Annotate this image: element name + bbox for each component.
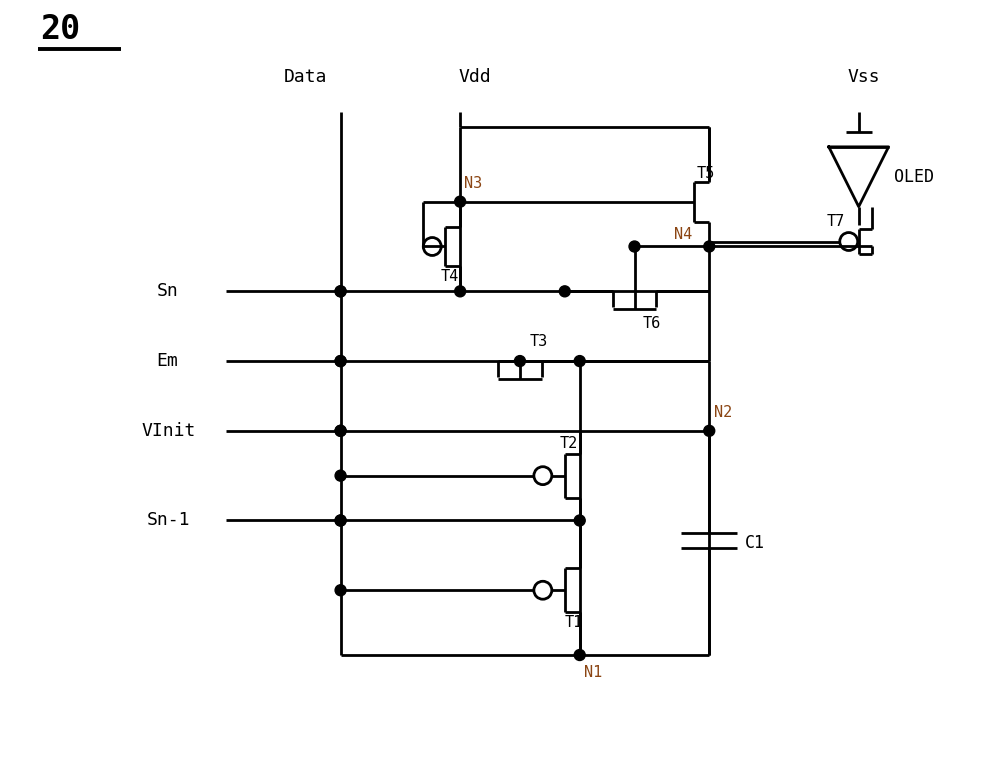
Circle shape bbox=[335, 515, 346, 526]
Circle shape bbox=[455, 286, 466, 296]
Text: T4: T4 bbox=[440, 269, 458, 284]
Text: Data: Data bbox=[284, 68, 327, 86]
Circle shape bbox=[629, 241, 640, 252]
Circle shape bbox=[574, 650, 585, 660]
Circle shape bbox=[455, 196, 466, 207]
Circle shape bbox=[574, 355, 585, 367]
Circle shape bbox=[335, 355, 346, 367]
Circle shape bbox=[335, 425, 346, 437]
Text: T6: T6 bbox=[642, 316, 661, 331]
Text: T5: T5 bbox=[696, 166, 715, 182]
Circle shape bbox=[335, 470, 346, 481]
Text: N2: N2 bbox=[714, 405, 732, 421]
Text: Em: Em bbox=[156, 352, 178, 370]
Text: T3: T3 bbox=[530, 334, 548, 349]
Text: Vss: Vss bbox=[847, 68, 880, 86]
Text: N1: N1 bbox=[584, 666, 602, 680]
Circle shape bbox=[335, 425, 346, 437]
Circle shape bbox=[335, 584, 346, 596]
Text: Sn-1: Sn-1 bbox=[146, 512, 190, 529]
Text: T7: T7 bbox=[827, 214, 845, 229]
Text: C1: C1 bbox=[745, 534, 765, 552]
Text: N3: N3 bbox=[464, 176, 482, 192]
Text: T2: T2 bbox=[560, 437, 578, 451]
Text: N4: N4 bbox=[674, 227, 693, 242]
Text: Vdd: Vdd bbox=[459, 68, 491, 86]
Text: 20: 20 bbox=[40, 13, 80, 46]
Circle shape bbox=[335, 515, 346, 526]
Text: T1: T1 bbox=[565, 614, 583, 630]
Circle shape bbox=[704, 425, 715, 437]
Text: Sn: Sn bbox=[156, 283, 178, 300]
Text: VInit: VInit bbox=[141, 422, 196, 440]
Circle shape bbox=[335, 286, 346, 296]
Text: OLED: OLED bbox=[894, 168, 934, 185]
Circle shape bbox=[335, 355, 346, 367]
Circle shape bbox=[335, 286, 346, 296]
Circle shape bbox=[514, 355, 525, 367]
Circle shape bbox=[574, 515, 585, 526]
Circle shape bbox=[559, 286, 570, 296]
Circle shape bbox=[704, 241, 715, 252]
